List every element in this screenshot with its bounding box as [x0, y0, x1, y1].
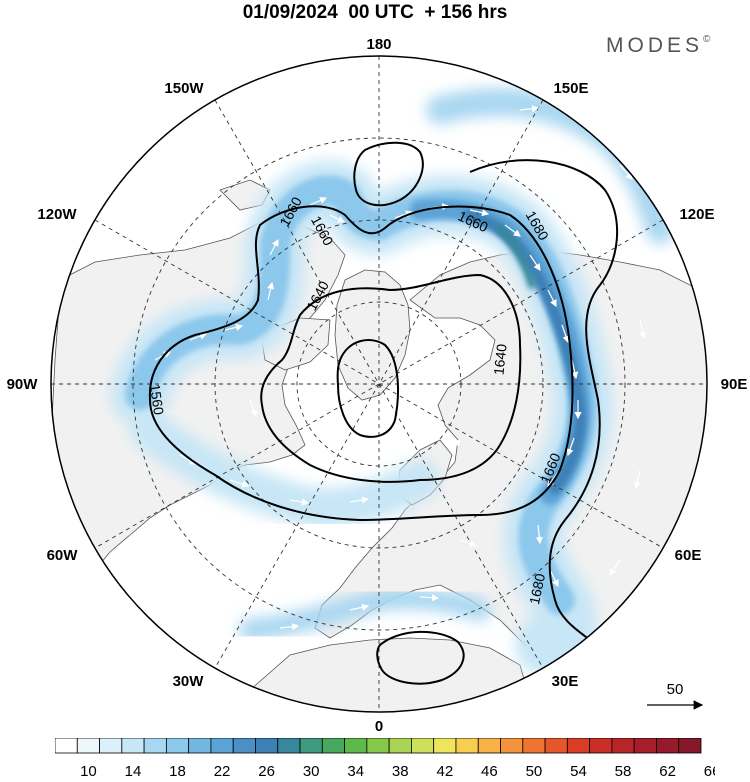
colorbar-tick-label: 26: [258, 763, 275, 780]
contour-polar-low: [336, 339, 399, 438]
longitude-labels: 180 150W 150E 120W 120E 90W 90E 60W 60E …: [7, 36, 748, 735]
wind-vectors: [154, 105, 647, 631]
colorbar-tick-label: 42: [436, 763, 453, 780]
lon-label-180: 180: [366, 36, 391, 53]
map-disk: 1660 1660 1660 1680 1640 1640 1560 1660 …: [51, 56, 707, 712]
forecast-title: 01/09/2024 00 UTC + 156 hrs: [242, 2, 508, 23]
colorbar: 10141822263034384246505458626670: [55, 738, 715, 780]
colorbar-box: [121, 738, 145, 754]
contour-label: 1560: [147, 383, 167, 416]
colorbar-tick-label: 50: [526, 763, 543, 780]
colorbar-box: [611, 738, 635, 754]
colorbar-tick-label: 54: [570, 763, 587, 780]
contour-1660-ring: [148, 205, 574, 522]
colorbar-tick-label: 18: [169, 763, 186, 780]
contour-1680-east: [469, 159, 619, 641]
colorbar-tick-label: 62: [659, 763, 676, 780]
colorbar-tick-label: 14: [125, 763, 142, 780]
lon-label-30e: 30E: [552, 673, 579, 690]
colorbar-tick-label: 10: [80, 763, 97, 780]
colorbar-box: [388, 738, 412, 754]
colorbar-box: [544, 738, 568, 754]
colorbar-box: [522, 738, 546, 754]
colorbar-box: [99, 738, 123, 754]
brand-logo: MODES©: [606, 34, 710, 58]
contour-label: 1680: [526, 572, 548, 606]
colorbar-tick-label: 66: [704, 763, 715, 780]
colorbar-tick-label: 22: [214, 763, 231, 780]
brand-name: MODES: [606, 34, 704, 57]
colorbar-box: [188, 738, 212, 754]
colorbar-box: [455, 738, 479, 754]
colorbar-labels: 10141822263034384246505458626670: [80, 763, 715, 780]
land-greenland: [334, 269, 411, 401]
land-africa: [249, 637, 531, 712]
contour-africa-high: [376, 630, 465, 685]
colorbar-box: [165, 738, 190, 754]
colorbar-box: [366, 738, 390, 754]
lon-label-60e: 60E: [675, 547, 702, 564]
colorbar-box: [76, 738, 100, 754]
lon-label-150w: 150W: [164, 80, 204, 97]
lon-label-90e: 90E: [721, 376, 748, 393]
colorbar-tick-label: 30: [303, 763, 320, 780]
colorbar-boxes: [55, 738, 702, 754]
copyright-mark: ©: [703, 34, 711, 45]
colorbar-tick-label: 58: [615, 763, 632, 780]
jet-core-peak: [496, 224, 536, 289]
colorbar-box: [143, 738, 167, 754]
lon-label-150e: 150E: [553, 80, 588, 97]
colorbar-box: [500, 738, 524, 754]
lon-label-120w: 120W: [37, 206, 77, 223]
lon-label-90w: 90W: [7, 376, 39, 393]
reference-vector: 50: [647, 681, 704, 710]
lon-label-60w: 60W: [47, 547, 79, 564]
height-contours: [148, 141, 619, 685]
colorbar-box: [566, 738, 591, 754]
lon-label-30w: 30W: [173, 673, 205, 690]
jet-med: [239, 587, 491, 641]
graticule: [51, 56, 707, 712]
colorbar-box: [656, 738, 680, 754]
contour-pacific-high: [353, 141, 424, 207]
colorbar-box: [633, 738, 657, 754]
lon-label-120e: 120E: [679, 206, 714, 223]
colorbar-box: [255, 738, 279, 754]
contour-1640-ring: [260, 273, 522, 483]
colorbar-box: [589, 738, 613, 754]
colorbar-box: [411, 738, 435, 754]
contour-label: 1640: [490, 343, 509, 376]
colorbar-tick-label: 34: [347, 763, 364, 780]
colorbar-box: [210, 738, 234, 754]
map-border: [50, 55, 708, 713]
colorbar-tick-label: 46: [481, 763, 498, 780]
colorbar-box: [299, 738, 323, 754]
colorbar-box: [321, 738, 345, 754]
reference-vector-label: 50: [667, 681, 684, 698]
colorbar-tick-label: 38: [392, 763, 409, 780]
colorbar-box: [678, 738, 702, 754]
colorbar-box: [55, 738, 78, 754]
colorbar-box: [433, 738, 457, 754]
colorbar-box: [477, 738, 501, 754]
colorbar-box: [232, 738, 256, 754]
colorbar-box: [344, 738, 368, 754]
colorbar-box: [277, 738, 301, 754]
lon-label-0: 0: [375, 718, 383, 735]
